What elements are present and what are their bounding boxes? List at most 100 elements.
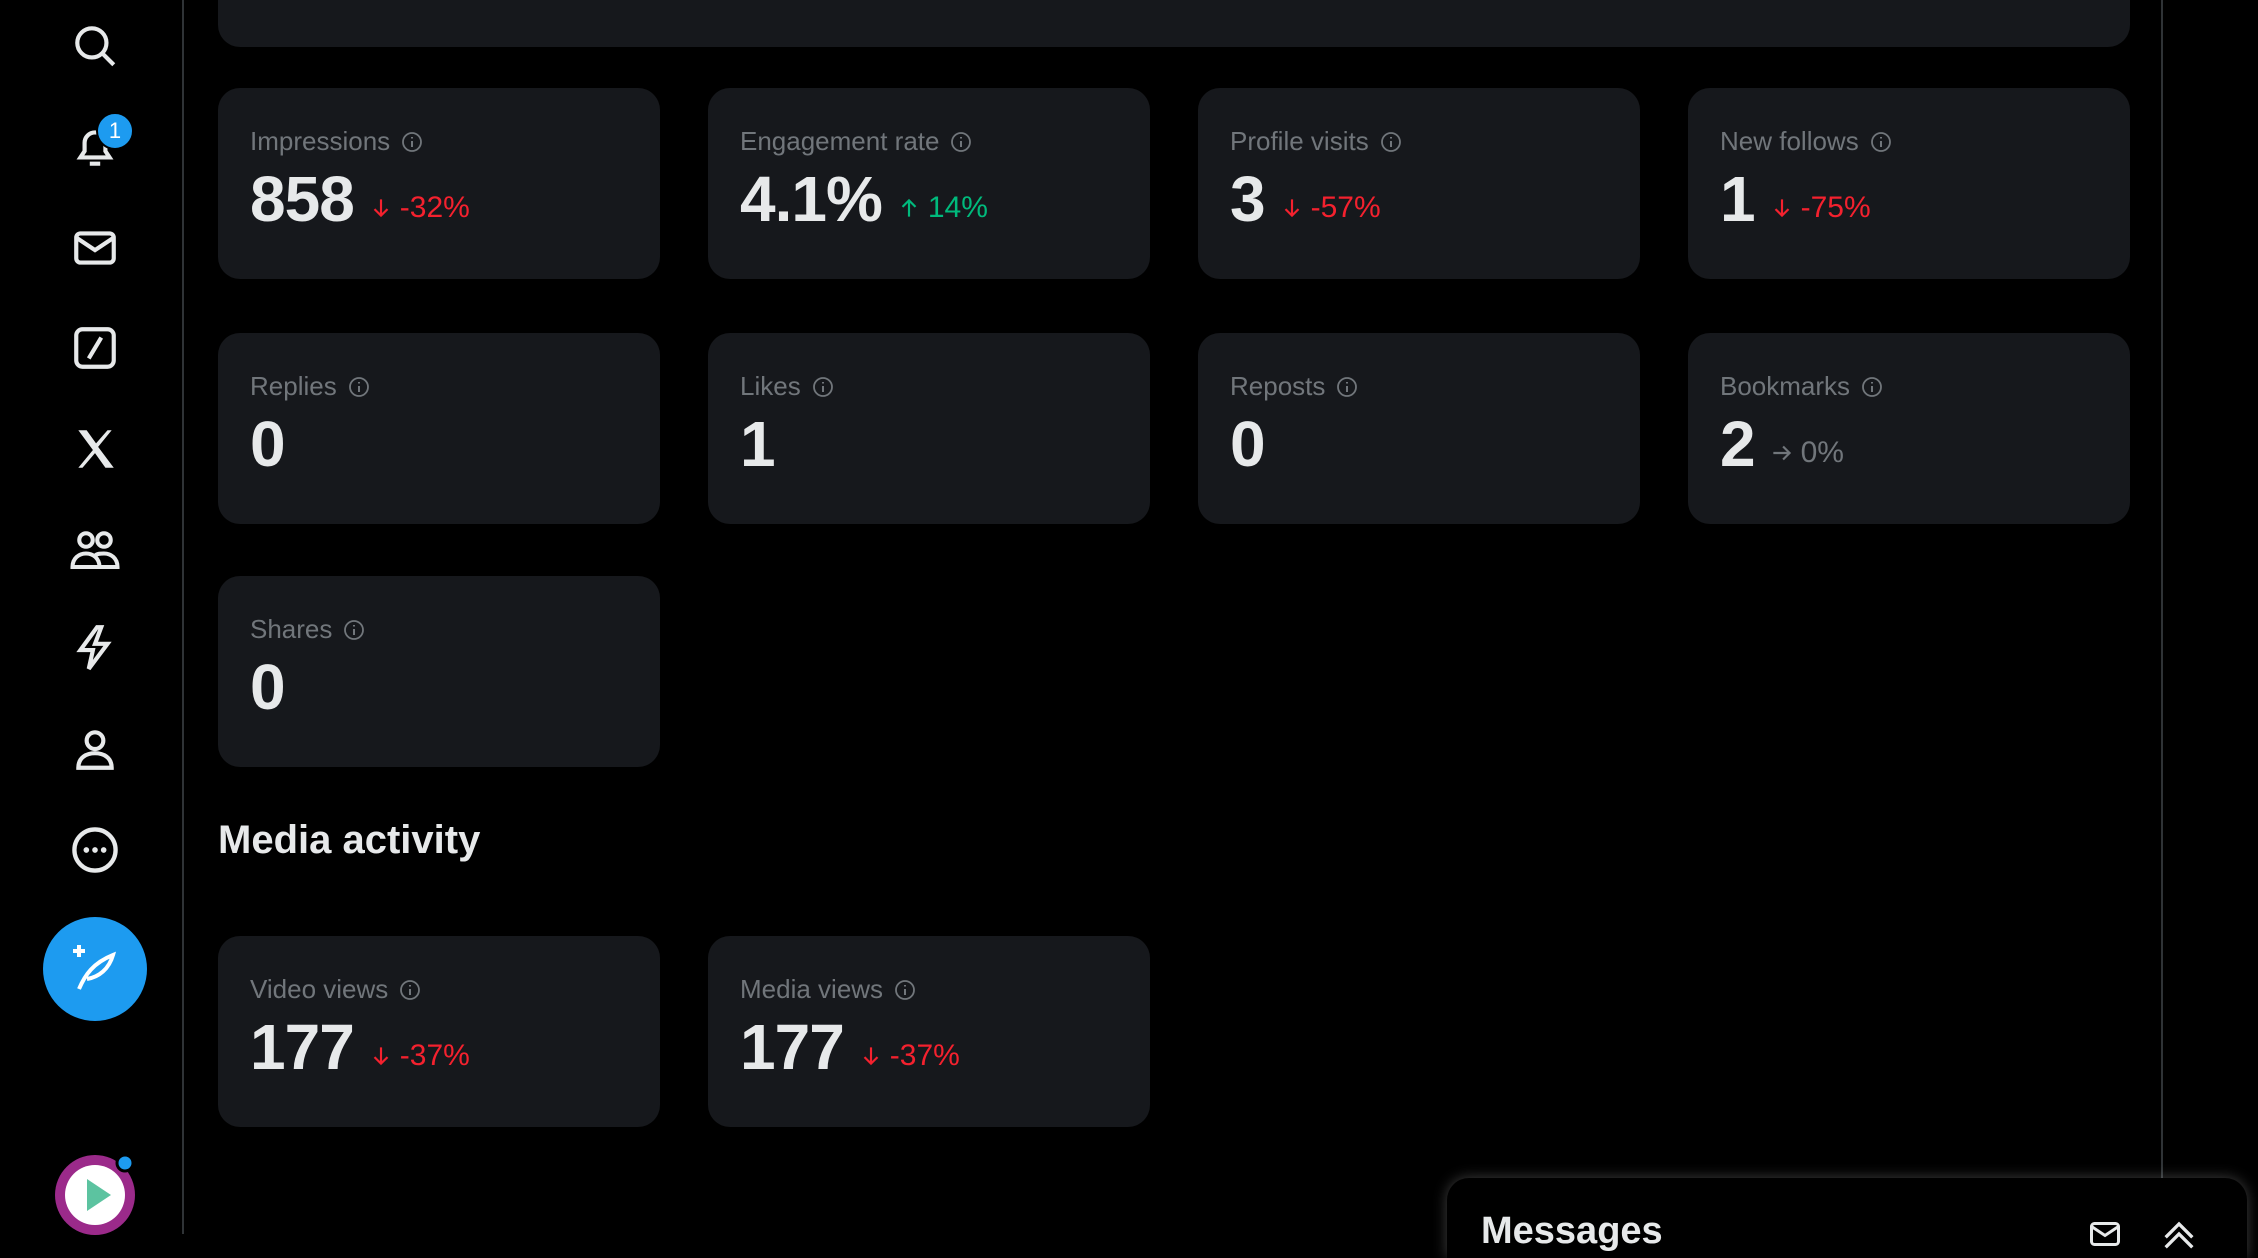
metric-change: 14%: [896, 191, 988, 225]
metric-label: Engagement rate: [740, 126, 940, 156]
metric-card: New follows 1 -75%: [1688, 88, 2130, 279]
compose-button[interactable]: [43, 917, 147, 1021]
metric-label: Media views: [740, 974, 884, 1004]
trend-arrow: [1772, 445, 1791, 461]
account-avatar[interactable]: [53, 1153, 137, 1237]
trend-arrow: [863, 1047, 879, 1066]
metric-card: Replies 0: [218, 333, 660, 524]
info-icon[interactable]: [1869, 130, 1893, 154]
new-message-icon[interactable]: [2087, 1216, 2123, 1252]
info-circle: [1337, 376, 1358, 397]
metric-label: Profile visits: [1230, 126, 1369, 156]
metric-change-text: 14%: [927, 191, 988, 224]
metric-row: 4.1% 14%: [740, 162, 988, 236]
metric-label-row: Shares: [250, 614, 366, 645]
trend-arrow-path: [1284, 199, 1299, 218]
trend-arrow: [373, 199, 389, 218]
trend-arrow-path: [373, 1047, 389, 1066]
messages-drawer[interactable]: Messages: [1447, 1178, 2247, 1258]
metric-card: Profile visits 3 -57%: [1198, 88, 1640, 279]
more-icon[interactable]: [69, 824, 121, 876]
info-icon[interactable]: [400, 130, 424, 154]
metric-change: 0%: [1769, 436, 1844, 470]
info-icon[interactable]: [342, 618, 366, 642]
metric-row: 0: [1230, 407, 1266, 481]
metric-label-row: Likes: [740, 371, 835, 402]
metric-change: -37%: [858, 1039, 960, 1073]
messages-icon[interactable]: [70, 223, 120, 273]
metric-label: New follows: [1720, 126, 1859, 156]
card-partial: [218, 0, 2130, 47]
metric-card: Bookmarks 2 0%: [1688, 333, 2130, 524]
metric-card: Reposts 0: [1198, 333, 1640, 524]
metric-label-row: Replies: [250, 371, 371, 402]
info-circle: [951, 131, 972, 152]
search-icon[interactable]: [70, 21, 120, 71]
metric-value: 0: [1230, 408, 1266, 480]
info-circle: [402, 131, 423, 152]
metric-label-row: Profile visits: [1230, 126, 1403, 157]
info-icon[interactable]: [1860, 375, 1884, 399]
trend-arrow: [1284, 199, 1299, 218]
metric-label-row: Video views: [250, 974, 422, 1005]
metric-label-row: Reposts: [1230, 371, 1359, 402]
metric-value: 0: [250, 408, 286, 480]
metric-change: -57%: [1279, 191, 1381, 225]
metric-row: 2 0%: [1720, 407, 1844, 481]
verified-orgs-icon[interactable]: [70, 623, 120, 673]
metric-label: Likes: [740, 371, 801, 401]
metric-label: Shares: [250, 614, 333, 644]
info-icon[interactable]: [1379, 130, 1403, 154]
info-circle: [348, 376, 369, 397]
info-circle: [400, 979, 421, 1000]
metric-change: -37%: [368, 1039, 470, 1073]
metric-label-row: New follows: [1720, 126, 1893, 157]
metric-value: 177: [740, 1011, 845, 1083]
info-icon[interactable]: [811, 375, 835, 399]
info-circle: [1870, 131, 1891, 152]
x-premium-icon[interactable]: [70, 424, 120, 474]
info-icon[interactable]: [1335, 375, 1359, 399]
section-title: Media activity: [218, 818, 481, 862]
metric-row: 1: [740, 407, 776, 481]
metric-change-text: -37%: [889, 1039, 960, 1072]
metric-label: Replies: [250, 371, 337, 401]
metric-value: 177: [250, 1011, 355, 1083]
metric-value: 0: [250, 651, 286, 723]
metric-value: 2: [1720, 408, 1756, 480]
trend-arrow: [373, 1047, 389, 1066]
info-circle: [1862, 376, 1882, 397]
info-icon[interactable]: [347, 375, 371, 399]
metric-card: Video views 177 -37%: [218, 936, 660, 1127]
trend-arrow-path: [1774, 199, 1789, 218]
metric-label: Bookmarks: [1720, 371, 1851, 401]
metric-label-row: Impressions: [250, 126, 424, 157]
metric-label-row: Bookmarks: [1720, 371, 1884, 402]
expand-icon[interactable]: [2159, 1214, 2199, 1254]
grok-icon[interactable]: [70, 323, 120, 373]
profile-icon[interactable]: [70, 724, 120, 774]
info-icon[interactable]: [893, 978, 917, 1002]
column-border: [2161, 0, 2163, 1234]
info-circle: [1380, 131, 1401, 152]
metric-row: 0: [250, 407, 286, 481]
metric-change-text: -57%: [1310, 191, 1381, 224]
metric-change-text: -75%: [1800, 191, 1871, 224]
metric-card: Engagement rate 4.1% 14%: [708, 88, 1150, 279]
metric-change: -75%: [1769, 191, 1871, 225]
metric-label: Video views: [250, 974, 389, 1004]
messages-title: Messages: [1481, 1210, 1663, 1252]
info-icon[interactable]: [398, 978, 422, 1002]
trend-arrow-path: [1772, 445, 1791, 461]
metric-card: Likes 1: [708, 333, 1150, 524]
metric-change-text: 0%: [1800, 436, 1844, 469]
trend-arrow-path: [863, 1047, 879, 1066]
info-icon[interactable]: [949, 130, 973, 154]
notification-badge: 1: [96, 112, 134, 150]
metric-row: 177 -37%: [740, 1010, 960, 1084]
communities-icon[interactable]: [68, 522, 122, 576]
metric-label-row: Engagement rate: [740, 126, 973, 157]
info-circle: [344, 619, 365, 640]
trend-arrow: [1774, 199, 1789, 218]
